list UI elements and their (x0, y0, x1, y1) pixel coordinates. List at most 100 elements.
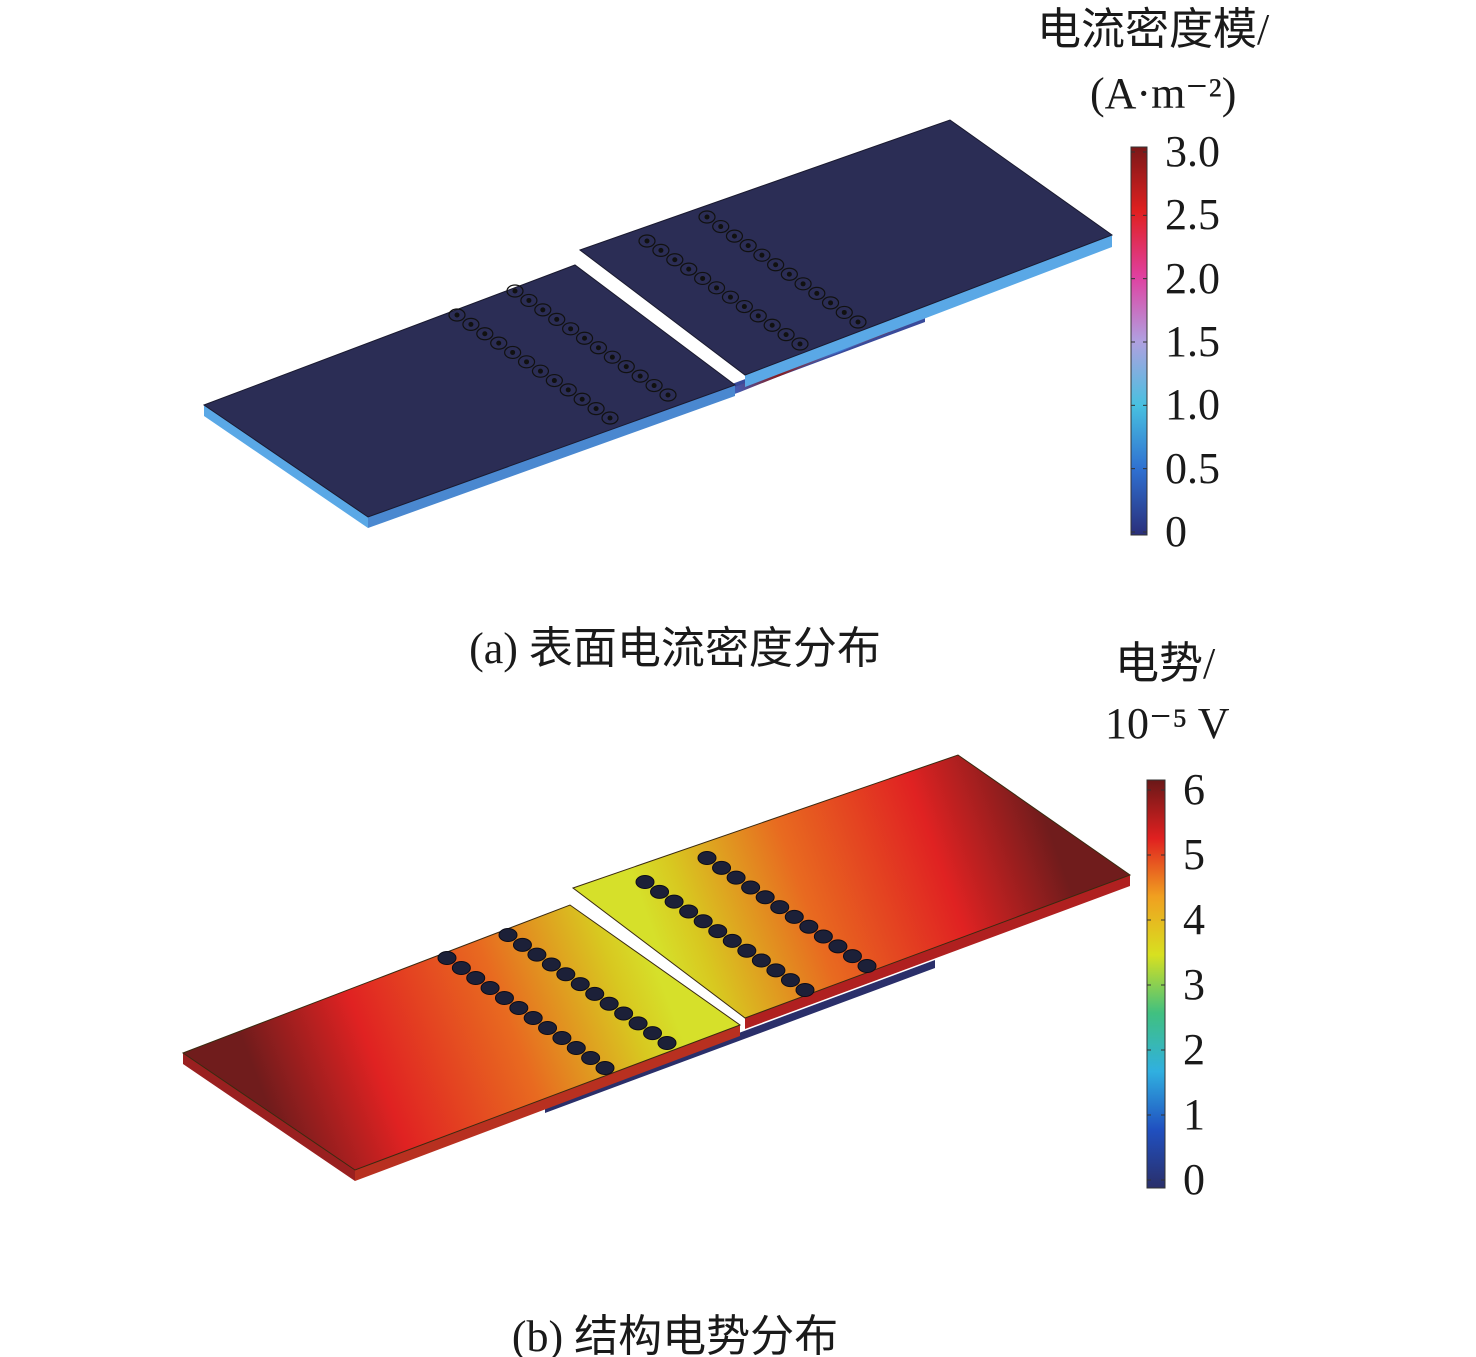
bolt-hole (751, 953, 771, 968)
bolt-hole (498, 928, 518, 942)
bolt-hole (735, 299, 753, 314)
bolt-hole (741, 880, 761, 895)
colorbar-tick-label: 0.5 (1165, 443, 1220, 493)
bolt-hole (631, 369, 649, 383)
bolt-hole (664, 894, 684, 909)
bolt-hole (666, 253, 684, 267)
bolt-hole (763, 318, 781, 332)
colorbar-b (1146, 779, 1166, 1189)
bolt-hole (726, 870, 746, 885)
bolt-hole (808, 286, 826, 300)
bolt-hole (770, 900, 790, 915)
colorbar-tick-label: 0 (1165, 507, 1187, 556)
bolt-hole (562, 322, 580, 336)
bolt-hole (777, 328, 795, 342)
bolt-hole (575, 331, 594, 345)
bolt-hole (657, 1036, 677, 1050)
left-plate-front (355, 1025, 740, 1181)
caption-a: (a) 表面电流密度分布 (469, 624, 881, 673)
bolt-hole (767, 258, 785, 272)
bolt-holes-b (437, 851, 877, 1075)
bolt-hole (559, 383, 577, 397)
bolt-hole (614, 1006, 634, 1021)
bolt-hole (766, 963, 786, 978)
bolt-hole (490, 336, 508, 350)
colorbar-tick-label: 2 (1183, 1025, 1205, 1074)
bolt-hole (857, 959, 877, 973)
bolt-hole (628, 1016, 648, 1031)
bolt-hole (570, 977, 590, 992)
bolt-hole (821, 296, 840, 310)
bolt-hole (708, 924, 728, 939)
bolt-hole (534, 303, 552, 317)
bolt-hole (538, 1021, 558, 1035)
bolt-hole (556, 967, 576, 982)
bolt-hole (712, 860, 732, 875)
bolt-hole (617, 360, 635, 374)
bolt-hole (794, 277, 812, 291)
bolt-hole (721, 290, 740, 304)
bolt-hole (520, 293, 538, 308)
bolt-hole (595, 1061, 615, 1075)
panel-b-model (181, 754, 1132, 1181)
bolt-hole (780, 267, 798, 281)
bolt-hole (737, 943, 757, 958)
bolt-hole (749, 309, 767, 323)
bolt-hole (581, 1051, 601, 1065)
bolt-hole (659, 388, 677, 402)
bolt-hole (680, 262, 698, 276)
colorbar-a (1130, 146, 1148, 536)
colorbar-tick-label: 3.0 (1165, 127, 1220, 176)
bolt-hole (523, 1011, 543, 1025)
bolt-holes-a (448, 210, 867, 425)
bolt-hole (573, 392, 591, 406)
bolt-hole (694, 271, 712, 286)
bolt-hole (813, 929, 833, 944)
bolt-hole (693, 914, 713, 929)
splice-plate-bottom (545, 960, 935, 1113)
bolt-hole (739, 239, 757, 253)
bolt-hole (506, 284, 524, 298)
colorbar-tick-label: 3 (1183, 960, 1205, 1009)
right-plate-front (745, 875, 1130, 1029)
bolt-hole (712, 219, 730, 234)
bolt-hole (476, 327, 494, 341)
colorbar-tick-label: 4 (1183, 895, 1205, 944)
bolt-hole (753, 248, 771, 262)
colorbar-tick-label: 1.5 (1165, 317, 1220, 366)
bolt-hole (566, 1041, 586, 1055)
bolt-hole (722, 933, 742, 948)
colorbar-tick-label: 2.5 (1165, 190, 1220, 240)
bolt-hole (828, 939, 848, 954)
bolt-hole (527, 947, 547, 962)
right-plate-top (571, 754, 1132, 1019)
bolt-hole (842, 949, 862, 964)
bolt-hole (635, 875, 655, 889)
bolt-hole (755, 890, 775, 905)
bolt-hole (541, 957, 561, 972)
bolt-hole (652, 243, 670, 257)
bolt-hole (548, 312, 566, 326)
colorbar-b-unit: 10⁻⁵ V (1105, 699, 1230, 748)
bolt-hole (480, 981, 500, 995)
right-plate-top (578, 119, 1114, 376)
bolt-hole (679, 904, 699, 919)
bolt-hole (437, 951, 457, 965)
bolt-hole (603, 350, 621, 364)
bolt-hole (599, 996, 619, 1011)
bolt-hole (707, 281, 726, 295)
bolt-hole (448, 308, 466, 322)
left-plate-top (202, 264, 737, 518)
colorbar-tick-label: 6 (1183, 765, 1205, 814)
bolt-hole (643, 1026, 663, 1041)
bolt-hole (517, 355, 536, 369)
colorbar-tick-label: 1 (1183, 1090, 1205, 1139)
bolt-hole (509, 1001, 529, 1015)
colorbar-tick-label: 5 (1183, 830, 1205, 879)
bolt-hole (698, 210, 716, 224)
left-plate-side (183, 1053, 355, 1181)
colorbar-a-title: 电流密度模/ (1037, 5, 1270, 54)
caption-b: (b) 结构电势分布 (511, 1312, 839, 1357)
